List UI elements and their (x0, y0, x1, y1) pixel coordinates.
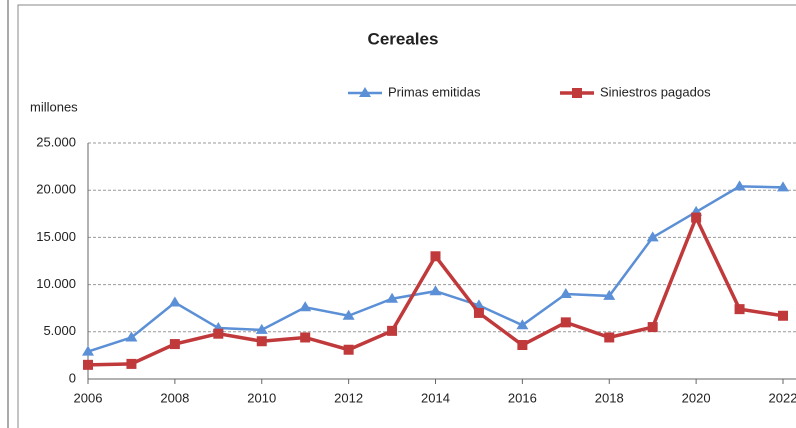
point (777, 181, 789, 192)
point (517, 340, 528, 351)
x-tick-label: 2020 (682, 390, 711, 405)
point (559, 288, 572, 299)
point (342, 309, 355, 320)
point (386, 292, 399, 303)
legend-marker (359, 87, 371, 97)
point (516, 319, 529, 330)
point (560, 317, 571, 328)
series-line (87, 185, 784, 353)
x-tick-label: 2006 (74, 390, 103, 405)
chart-frame (17, 4, 796, 428)
point (429, 285, 442, 296)
x-tick-label: 2018 (595, 390, 624, 405)
point (169, 339, 180, 350)
x-tick-label: 2010 (247, 390, 276, 405)
y-tick-label: 0 (69, 370, 76, 385)
y-tick-label: 25.000 (36, 134, 76, 149)
point (256, 336, 267, 347)
point (604, 332, 615, 343)
x-tick-label: 2014 (421, 390, 450, 405)
y-tick-label: 15.000 (36, 229, 76, 244)
point (430, 251, 441, 262)
legend-marker (572, 88, 582, 98)
x-tick-label: 2008 (160, 390, 189, 405)
point (343, 344, 354, 355)
point (647, 322, 658, 333)
point (691, 212, 702, 223)
point (255, 323, 268, 334)
x-tick-label: 2022 (769, 390, 796, 405)
point (126, 358, 137, 369)
point (299, 301, 312, 312)
legend-label: Primas emitidas (388, 84, 481, 99)
point (168, 296, 181, 307)
legend-label: Siniestros pagados (600, 84, 711, 99)
point (82, 345, 94, 356)
point (300, 332, 311, 343)
y-tick-label: 20.000 (36, 182, 76, 197)
point (213, 328, 224, 339)
point (603, 289, 616, 300)
point (83, 359, 93, 370)
y-tick-label: 10.000 (36, 276, 76, 291)
point (473, 307, 484, 318)
x-tick-label: 2012 (334, 390, 363, 405)
point (125, 331, 138, 342)
chart-title: Cereales (368, 29, 439, 48)
x-tick-label: 2016 (508, 390, 537, 405)
point (734, 304, 745, 315)
y-axis-label: millones (30, 99, 78, 114)
point (733, 180, 746, 191)
point (778, 310, 788, 321)
point (387, 325, 398, 336)
point (646, 231, 659, 242)
y-tick-label: 5.000 (43, 323, 76, 338)
